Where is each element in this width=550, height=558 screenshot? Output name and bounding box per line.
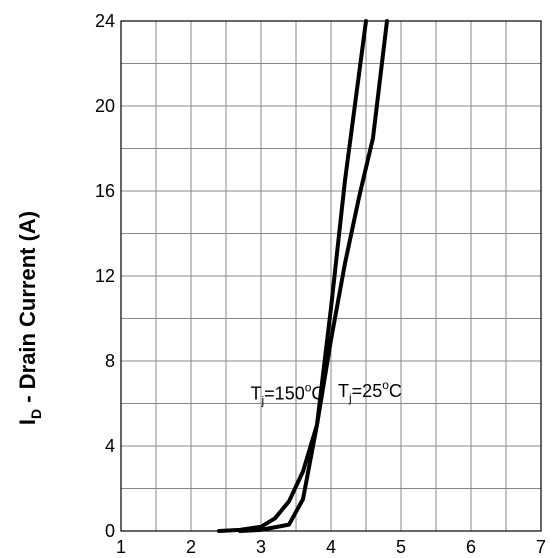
series-line-tj-25c — [238, 19, 368, 533]
x-tick-label: 2 — [186, 537, 196, 557]
y-axis-label-rest: - Drain Current (A) — [15, 211, 40, 409]
plot-frame — [120, 20, 542, 532]
annotation-tj-150c: Tj=150oC — [251, 380, 325, 407]
x-tick-label: 1 — [116, 537, 126, 557]
x-tick-label: 5 — [396, 537, 406, 557]
y-tick-labels: 0 4 8 12 16 20 24 — [95, 11, 115, 541]
x-tick-label: 7 — [536, 537, 546, 557]
y-tick-label: 4 — [105, 436, 115, 456]
x-tick-label: 4 — [326, 537, 336, 557]
grid-lines — [121, 21, 541, 531]
y-tick-label: 12 — [95, 266, 115, 286]
y-tick-label: 24 — [95, 11, 115, 31]
curve-annotations: Tj=150oC Tj=25oC — [251, 378, 402, 407]
y-axis-label: ID - Drain Current (A) — [15, 211, 44, 425]
y-tick-label: 8 — [105, 351, 115, 371]
annotation-tj-25c: Tj=25oC — [338, 378, 402, 405]
x-tick-labels: 1 2 3 4 5 6 7 — [116, 537, 546, 557]
y-axis-label-sub: D — [28, 409, 44, 419]
series-lines — [217, 19, 389, 533]
series-line-tj-150c — [217, 19, 389, 533]
x-tick-label: 6 — [466, 537, 476, 557]
x-tick-label: 3 — [256, 537, 266, 557]
y-tick-label: 20 — [95, 96, 115, 116]
y-axis-label-main: I — [15, 419, 40, 425]
y-tick-label: 16 — [95, 181, 115, 201]
y-tick-label: 0 — [105, 521, 115, 541]
